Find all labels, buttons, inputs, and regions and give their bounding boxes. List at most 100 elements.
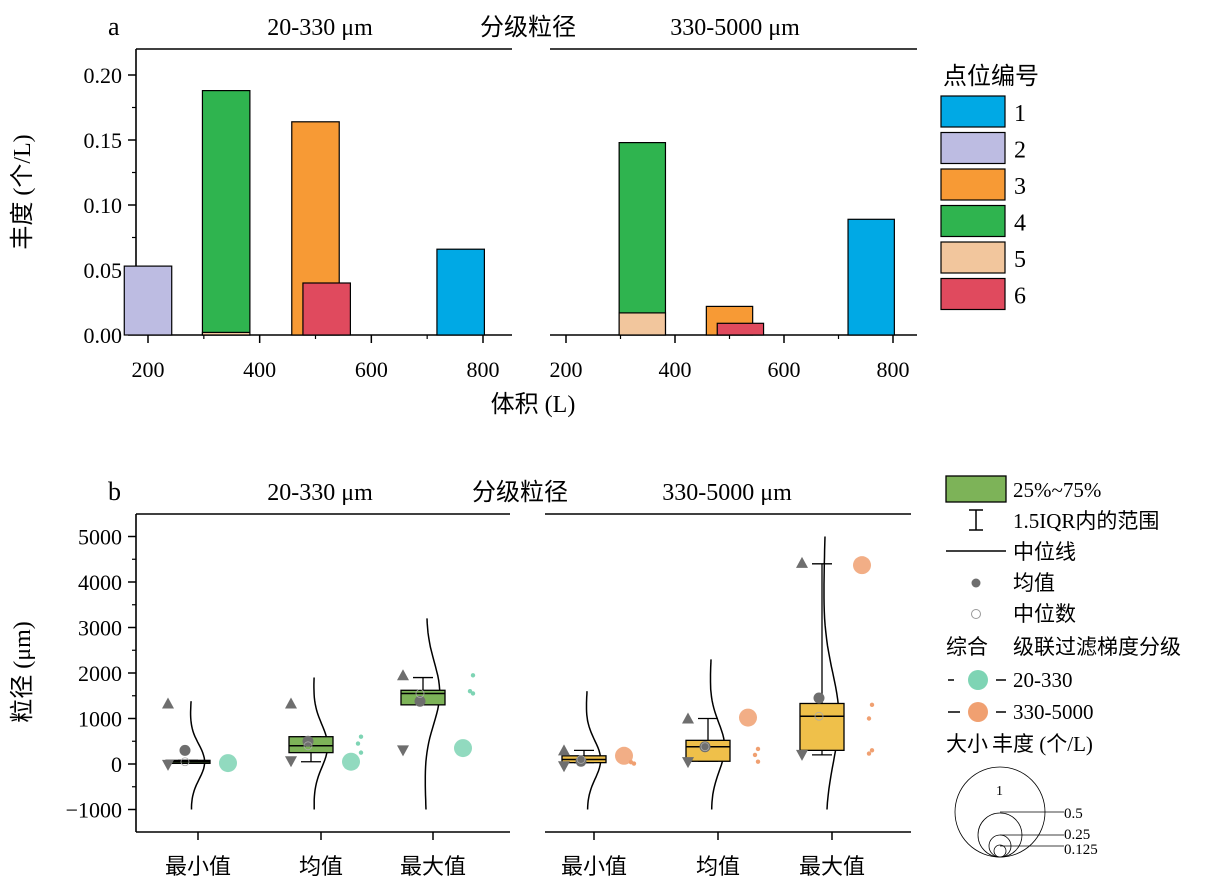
panel-a-section-left: 20-330 μm <box>267 15 373 41</box>
abundance-dot <box>342 752 360 771</box>
min-triangle <box>162 759 174 771</box>
abundance-dot-small <box>470 691 476 696</box>
max-triangle <box>162 697 174 709</box>
legend-swatch-4 <box>940 204 1006 238</box>
b-xtick-label: 均值 <box>696 854 740 879</box>
max-triangle <box>558 744 570 756</box>
bar-series-6 <box>302 282 351 336</box>
legend-label-4: 4 <box>1014 211 1026 237</box>
a-xtick-label: 400 <box>659 357 692 382</box>
a-xtick-label: 400 <box>243 357 276 382</box>
legend-group-title: 综合 <box>946 635 988 659</box>
legend-size-circles <box>954 766 1064 858</box>
mean-dot <box>414 695 426 707</box>
min-triangle <box>558 761 570 773</box>
a-xtick-label: 200 <box>550 357 583 382</box>
b-ytick-label: 5000 <box>78 525 122 550</box>
abundance-dot-small <box>752 752 758 758</box>
b-ytick-label: 1000 <box>78 707 122 732</box>
mean-dot <box>813 692 825 704</box>
min-triangle <box>285 756 297 768</box>
legend-median-point-icon <box>971 609 981 619</box>
panel-b-section-mid: 分级粒径 <box>472 479 568 506</box>
bar-series-5 <box>618 312 667 336</box>
max-triangle <box>682 712 694 724</box>
legend-series-1-dot <box>968 670 988 690</box>
min-triangle <box>397 745 409 757</box>
abundance-dot-small <box>358 750 364 755</box>
abundance-dot-small <box>470 673 476 678</box>
a-ytick-label: 0.20 <box>84 63 123 88</box>
legend-size-0-25: 0.25 <box>1064 827 1090 843</box>
legend-mean-label: 均值 <box>1013 571 1055 595</box>
panel-b-legend: 25%~75% 1.5IQR内的范围 中位线 均值 中位数 综合 级联过滤梯度分… <box>945 475 1181 858</box>
panel-b-section-left: 20-330 μm <box>267 480 373 506</box>
abundance-dot-small <box>866 751 872 756</box>
min-triangle <box>682 757 694 769</box>
abundance-dot <box>615 746 633 765</box>
box <box>799 702 845 751</box>
panel-a-section-mid: 分级粒径 <box>480 14 576 41</box>
abundance-dot <box>853 556 871 575</box>
legend-size-0-5: 0.5 <box>1064 806 1083 822</box>
b-ytick-label: 2000 <box>78 661 122 686</box>
median-point <box>415 689 425 698</box>
median-point <box>700 742 710 752</box>
abundance-dot-small <box>628 759 634 765</box>
panel-a-ylabel: 丰度 (个/L) <box>9 134 36 249</box>
density-curve <box>823 536 840 810</box>
density-curve <box>709 659 726 810</box>
panel-b-y-ticks: −1000 0 1000 2000 3000 4000 5000 <box>66 525 136 823</box>
a-ytick-label: 0.00 <box>84 323 123 348</box>
bar-series-6 <box>716 322 765 336</box>
median-point <box>303 741 313 751</box>
abundance-dot-small <box>866 716 872 721</box>
density-curve <box>424 618 441 810</box>
legend-label-1: 1 <box>1014 101 1026 127</box>
panel-b-section-right: 330-5000 μm <box>662 480 792 506</box>
legend-swatch-3 <box>940 168 1006 201</box>
legend-group-subtitle: 级联过滤梯度分级 <box>1013 635 1181 659</box>
median-point <box>576 755 586 764</box>
bar-series-5 <box>201 331 251 336</box>
abundance-dot-small <box>467 689 473 694</box>
max-triangle <box>397 669 409 681</box>
legend-series-2-dot <box>968 702 988 722</box>
legend-median-point-label: 中位数 <box>1013 602 1076 626</box>
legend-median-line-label: 中位线 <box>1013 540 1076 564</box>
abundance-dot-small <box>358 734 364 739</box>
mean-dot <box>179 744 191 756</box>
abundance-dot-small <box>869 702 875 708</box>
legend-swatch-2 <box>940 131 1006 165</box>
a-xtick-label: 600 <box>768 357 801 382</box>
a-xtick-label: 600 <box>355 357 388 382</box>
bar-series-2 <box>123 265 173 336</box>
bar-series-4 <box>618 142 667 336</box>
legend-series-1-label: 20-330 <box>1013 668 1073 692</box>
legend-mean-icon <box>971 578 981 588</box>
b-ytick-label: 0 <box>111 752 122 777</box>
density-curve <box>189 701 206 810</box>
legend-swatch-5 <box>940 241 1006 274</box>
min-triangle <box>796 749 808 761</box>
b-ytick-label: 3000 <box>78 616 122 641</box>
abundance-dot-small <box>755 759 761 764</box>
a-ytick-label: 0.10 <box>84 193 123 218</box>
bar-series-1 <box>436 248 485 336</box>
legend-size-0-125: 0.125 <box>1064 842 1098 858</box>
abundance-dot-small <box>755 746 761 752</box>
b-xtick-label: 最大值 <box>400 854 466 879</box>
b-xtick-label: 最小值 <box>165 854 231 879</box>
mean-dot <box>302 735 314 747</box>
b-xtick-label: 最小值 <box>561 854 627 879</box>
max-triangle <box>796 556 808 568</box>
a-ytick-label: 0.15 <box>84 128 123 153</box>
a-xtick-label: 800 <box>877 357 910 382</box>
bar-series-4 <box>201 89 251 336</box>
legend-label-5: 5 <box>1014 247 1026 273</box>
abundance-dot <box>454 739 472 758</box>
legend-label-6: 6 <box>1014 284 1026 310</box>
legend-swatch-6 <box>940 277 1006 311</box>
b-ytick-label: 4000 <box>78 570 122 595</box>
